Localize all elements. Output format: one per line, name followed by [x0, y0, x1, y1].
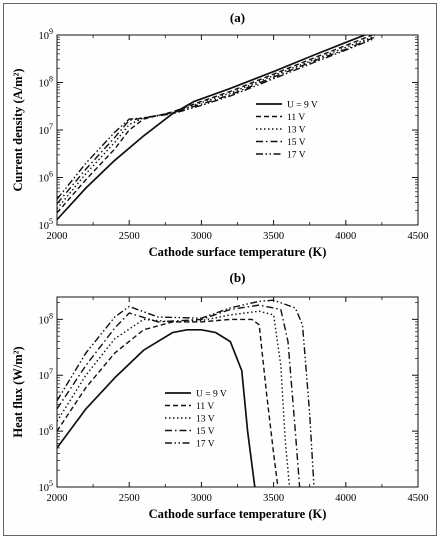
legend-label-1: U = 9 V: [196, 390, 227, 400]
legend-label-2: 11 V: [287, 113, 305, 123]
y-tick-label: 105: [39, 217, 54, 232]
y-tick-exponent: 6: [49, 170, 53, 179]
y-tick-exponent: 5: [49, 479, 53, 488]
series-line-3: [57, 310, 291, 487]
series-line-4: [57, 36, 375, 205]
chart-panel-2: (b)2000 2500 3000 3500 4000 4500105106107108C…: [11, 270, 429, 521]
y-axis-title: Current density (A/m²): [11, 69, 25, 192]
y-tick-base: 10: [39, 315, 50, 326]
y-tick-base: 10: [39, 371, 50, 382]
legend: U = 9 V 11 V 13 V 15 V 17 V: [256, 101, 318, 161]
legend-label-2: 11 V: [196, 402, 214, 412]
panel-label: (a): [230, 10, 245, 25]
x-axis-title: Cathode surface temperature (K): [149, 507, 327, 521]
x-tick-label: 3000: [191, 493, 212, 504]
x-tick-label: 4500: [408, 231, 429, 242]
series-line-1: [57, 328, 256, 487]
series-layer: [57, 35, 375, 221]
series-line-3: [57, 35, 375, 210]
legend-label-4: 15 V: [287, 138, 306, 148]
x-tick-label: 4000: [335, 231, 356, 242]
y-tick-label: 109: [39, 27, 54, 42]
legend: U = 9 V 11 V 13 V 15 V 17 V: [165, 390, 227, 450]
y-tick-exponent: 6: [49, 423, 53, 432]
y-tick-base: 10: [39, 79, 50, 90]
x-tick-label: 3500: [263, 231, 284, 242]
y-tick-exponent: 7: [49, 122, 53, 131]
series-line-4: [57, 304, 301, 487]
x-tick-label: 2500: [119, 493, 140, 504]
series-layer: [57, 299, 315, 487]
y-tick-label: 108: [39, 311, 54, 326]
y-tick-label: 106: [39, 423, 54, 438]
y-tick-label: 108: [39, 75, 54, 90]
legend-label-3: 13 V: [196, 415, 215, 425]
series-line-2: [57, 35, 375, 214]
x-tick-label: 2000: [47, 231, 68, 242]
x-tick-label: 3500: [263, 493, 284, 504]
legend-label-5: 17 V: [196, 440, 215, 450]
legend-label-1: U = 9 V: [287, 101, 318, 111]
x-axis-title: Cathode surface temperature (K): [149, 245, 327, 259]
y-tick-label: 107: [39, 122, 54, 137]
y-tick-label: 107: [39, 367, 54, 382]
y-tick-label: 106: [39, 170, 54, 185]
y-tick-base: 10: [39, 126, 50, 137]
y-tick-base: 10: [39, 427, 50, 438]
plot-area-border: [56, 34, 419, 226]
y-tick-exponent: 8: [49, 311, 53, 320]
panel-label: (b): [230, 270, 246, 285]
y-tick-label: 105: [39, 479, 54, 494]
legend-label-4: 15 V: [196, 427, 215, 437]
series-line-5: [57, 37, 375, 200]
chart-panel-1: (a)2000 2500 3000 3500 4000 45001051061071081…: [11, 10, 429, 259]
series-line-1: [57, 35, 368, 221]
x-tick-label: 2000: [47, 493, 68, 504]
y-axis-title: Heat flux (W/m²): [11, 346, 25, 437]
x-tick-label: 2500: [119, 231, 140, 242]
x-tick-label: 3000: [191, 231, 212, 242]
x-tick-label: 4500: [408, 493, 429, 504]
series-line-5: [57, 299, 315, 487]
y-tick-base: 10: [39, 221, 50, 232]
plot-area-border: [56, 296, 419, 488]
y-tick-exponent: 8: [49, 75, 53, 84]
y-tick-base: 10: [39, 174, 50, 185]
x-tick-label: 4000: [335, 493, 356, 504]
y-tick-base: 10: [39, 31, 50, 42]
series-line-2: [57, 318, 279, 487]
legend-label-5: 17 V: [287, 151, 306, 161]
y-tick-exponent: 9: [49, 27, 53, 36]
y-tick-exponent: 5: [49, 217, 53, 226]
y-tick-exponent: 7: [49, 367, 53, 376]
y-tick-base: 10: [39, 483, 50, 494]
legend-label-3: 13 V: [287, 126, 306, 136]
